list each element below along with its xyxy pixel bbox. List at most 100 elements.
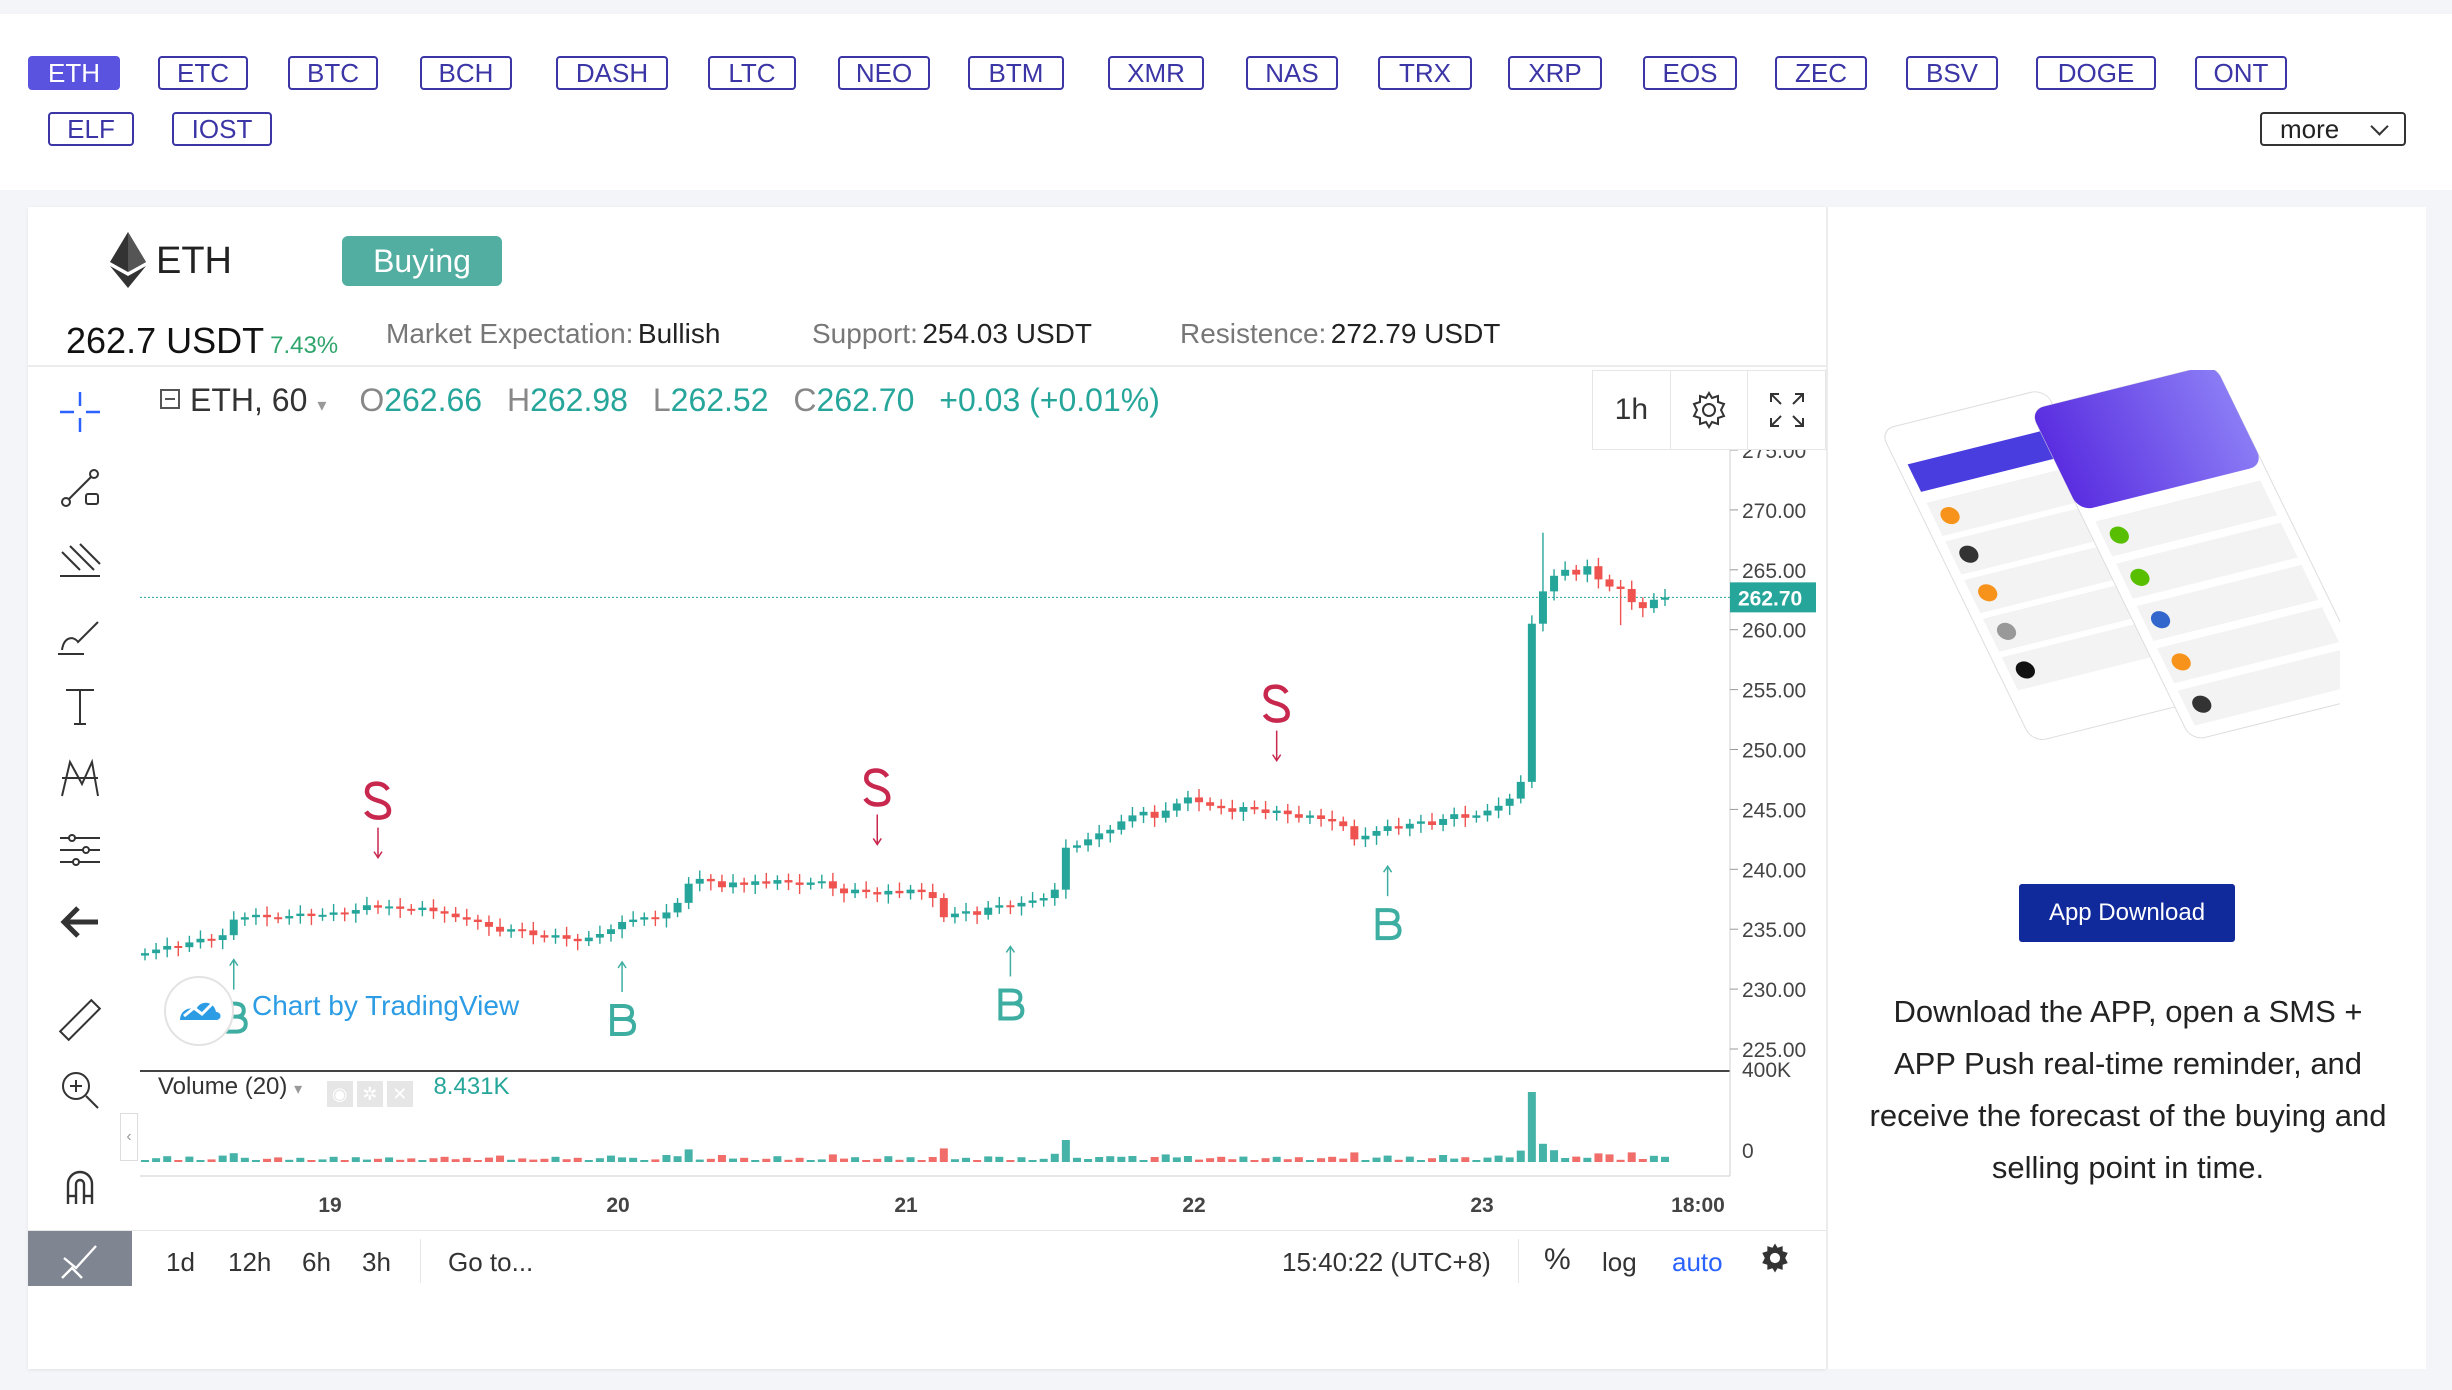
pattern-tool-icon[interactable] [28,748,132,808]
fullscreen-icon[interactable] [1748,371,1825,449]
coin-tab-elf[interactable]: ELF [48,112,134,146]
coin-tab-iost[interactable]: IOST [172,112,272,146]
coin-tab-neo[interactable]: NEO [838,56,930,90]
text-tool-icon[interactable] [28,676,132,736]
coin-tab-btm[interactable]: BTM [968,56,1064,90]
price-tick-label: 240.00 [1742,859,1806,882]
volume-bar [1228,1159,1237,1162]
goto-button[interactable]: Go to... [448,1247,534,1277]
coin-tab-zec[interactable]: ZEC [1775,56,1867,90]
coin-tab-bsv[interactable]: BSV [1906,56,1998,90]
volume-bar [318,1159,327,1162]
volume-bar [1638,1159,1647,1162]
percent-toggle[interactable]: % [1544,1243,1571,1276]
candle [351,910,360,914]
price-display: 262.7 USDT 7.43% [66,320,338,362]
coin-tab-ltc[interactable]: LTC [708,56,796,90]
volume-bar [1383,1155,1392,1162]
buy-signal-arrowhead [229,958,239,967]
auto-toggle[interactable]: auto [1672,1247,1723,1277]
coin-tab-bch[interactable]: BCH [420,56,512,90]
volume-bar [540,1158,549,1162]
tradingview-watermark[interactable]: Chart by TradingView [164,976,564,1046]
zoom-in-icon[interactable] [28,1060,132,1120]
candle [1405,823,1414,829]
range-12h[interactable]: 12h [228,1247,272,1277]
coin-tab-eos[interactable]: EOS [1643,56,1737,90]
coin-tab-etc[interactable]: ETC [158,56,248,90]
fib-tool-icon[interactable] [28,530,132,590]
coin-tab-btc[interactable]: BTC [288,56,378,90]
app-download-button[interactable]: App Download [2019,884,2235,942]
close-icon[interactable]: ✕ [386,1081,413,1107]
magnet-icon[interactable] [28,1156,132,1216]
resistance-value: 272.79 USDT [1330,318,1501,349]
interval-button[interactable]: 1h [1593,371,1671,449]
candle [507,929,516,932]
candle [396,906,405,909]
crosshair-tool-icon[interactable] [28,382,132,442]
volume-bar [1494,1155,1503,1162]
price-tick-label: 255.00 [1742,680,1806,703]
log-toggle[interactable]: log [1602,1247,1637,1277]
candle [784,880,793,883]
coin-tab-eth[interactable]: ETH [28,56,120,90]
volume-bar [1061,1140,1070,1162]
collapse-legend-icon[interactable] [160,389,180,409]
visibility-toggle-icon[interactable] [28,1230,132,1286]
coin-tab-xrp[interactable]: XRP [1508,56,1602,90]
change-value: +0.03 (+0.01%) [939,382,1160,418]
settings-gear-icon[interactable] [1758,1241,1792,1282]
candle [984,907,993,915]
back-arrow-icon[interactable] [28,892,132,952]
coin-tab-trx[interactable]: TRX [1378,56,1472,90]
volume-bar [939,1148,948,1162]
coin-tab-dash[interactable]: DASH [556,56,668,90]
candle [451,913,460,918]
coin-title: ETH [156,240,232,282]
settings-gear-icon[interactable] [1671,371,1749,449]
toolbar-collapse-handle[interactable]: ‹ [120,1113,138,1161]
symbol-interval[interactable]: ETH, 60 [190,382,308,418]
volume-bar [984,1156,993,1162]
candle [1106,829,1115,834]
candle [152,949,161,954]
candle [828,881,837,889]
symbol-dropdown-icon[interactable]: ▾ [317,395,327,415]
volume-bar [1084,1159,1093,1162]
range-6h[interactable]: 6h [302,1247,331,1277]
candle [285,916,294,919]
candle [1516,781,1525,799]
candle [695,878,704,884]
ruler-icon[interactable] [28,990,132,1050]
volume-bar [285,1159,294,1162]
volume-bar [1572,1156,1581,1162]
measure-tool-icon[interactable] [28,820,132,880]
volume-bar [1416,1160,1425,1162]
coin-tab-xmr[interactable]: XMR [1108,56,1204,90]
volume-dropdown-icon[interactable]: ▾ [294,1081,303,1098]
more-dropdown[interactable]: more [2260,112,2406,146]
trend-line-tool-icon[interactable] [28,458,132,518]
volume-bar [928,1157,937,1162]
coin-tab-doge[interactable]: DOGE [2036,56,2156,90]
coin-tab-nas[interactable]: NAS [1246,56,1338,90]
volume-bar [1439,1155,1448,1162]
range-1d[interactable]: 1d [166,1247,195,1277]
settings-icon[interactable]: ✲ [356,1081,383,1107]
candle [340,912,349,915]
support-value: 254.03 USDT [922,318,1092,349]
volume-bar [773,1156,782,1162]
volume-bar [185,1156,194,1162]
buy-signal-marker [998,988,1025,1021]
candle [706,878,715,882]
candle [606,929,615,934]
volume-bar [1616,1159,1625,1162]
candle [1505,798,1514,806]
coin-tab-ont[interactable]: ONT [2195,56,2287,90]
brush-tool-icon[interactable] [28,604,132,664]
eye-icon[interactable]: ◉ [326,1081,353,1107]
candle [673,902,682,913]
range-3h[interactable]: 3h [362,1247,391,1277]
